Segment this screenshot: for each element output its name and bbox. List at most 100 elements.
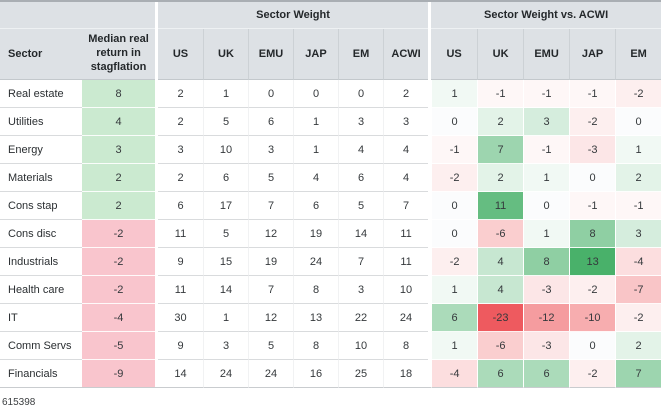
weight-cell: 7 bbox=[338, 248, 383, 276]
weight-cell: 5 bbox=[203, 108, 248, 136]
group-gap bbox=[428, 220, 432, 248]
sector-cell: Industrials bbox=[0, 248, 82, 276]
weight-cell: 7 bbox=[248, 192, 293, 220]
weight-cell: 4 bbox=[383, 164, 429, 192]
weight-cell: 10 bbox=[338, 332, 383, 360]
table-row: Financials -9 14 24 24 16 25 18 -4 6 6 -2 7 bbox=[0, 360, 661, 388]
group-gap bbox=[428, 164, 432, 192]
weight-cell: 25 bbox=[338, 360, 383, 388]
sector-weight-table: Sector Weight Sector Weight vs. ACWI Sec… bbox=[0, 0, 661, 388]
weight-cell: 14 bbox=[203, 276, 248, 304]
vs-acwi-cell: 1 bbox=[431, 80, 478, 108]
vs-acwi-cell: -1 bbox=[569, 192, 616, 220]
vs-acwi-cell: 3 bbox=[615, 220, 661, 248]
median-return-cell: -2 bbox=[82, 248, 155, 276]
sector-cell: Cons disc bbox=[0, 220, 82, 248]
vs-col-header-jap: JAP bbox=[569, 29, 616, 80]
vs-acwi-cell: -3 bbox=[569, 136, 616, 164]
median-return-cell: 2 bbox=[82, 192, 155, 220]
weight-cell: 8 bbox=[293, 332, 338, 360]
footnote: 615398 bbox=[2, 397, 36, 408]
weight-col-header-emu: EMU bbox=[248, 29, 293, 80]
vs-acwi-cell: -1 bbox=[477, 80, 524, 108]
weight-cell: 5 bbox=[248, 164, 293, 192]
weight-cell: 6 bbox=[248, 108, 293, 136]
table-row: Real estate 8 2 1 0 0 0 2 1 -1 -1 -1 -2 bbox=[0, 80, 661, 108]
vs-acwi-cell: -6 bbox=[477, 220, 524, 248]
table-row: IT -4 30 1 12 13 22 24 6 -23 -12 -10 -2 bbox=[0, 304, 661, 332]
weight-cell: 2 bbox=[158, 164, 203, 192]
vs-acwi-cell: 8 bbox=[569, 220, 616, 248]
weight-cell: 24 bbox=[293, 248, 338, 276]
weight-col-header-acwi: ACWI bbox=[383, 29, 429, 80]
weight-col-header-us: US bbox=[158, 29, 203, 80]
weight-cell: 9 bbox=[158, 332, 203, 360]
table-row: Materials 2 2 6 5 4 6 4 -2 2 1 0 2 bbox=[0, 164, 661, 192]
group-gap bbox=[155, 248, 158, 276]
group-gap bbox=[155, 192, 158, 220]
vs-acwi-cell: 6 bbox=[477, 360, 524, 388]
weight-cell: 11 bbox=[383, 248, 429, 276]
group-header-row: Sector Weight Sector Weight vs. ACWI bbox=[0, 2, 661, 29]
weight-cell: 22 bbox=[338, 304, 383, 332]
vs-acwi-cell: -3 bbox=[523, 276, 570, 304]
vs-acwi-cell: 11 bbox=[477, 192, 524, 220]
vs-acwi-cell: 7 bbox=[477, 136, 524, 164]
weight-cell: 3 bbox=[338, 276, 383, 304]
weight-cell: 5 bbox=[248, 332, 293, 360]
group-gap bbox=[428, 276, 432, 304]
group-gap bbox=[428, 192, 432, 220]
sector-column-header: Sector bbox=[0, 29, 82, 80]
vs-acwi-cell: 13 bbox=[569, 248, 616, 276]
vs-acwi-cell: 4 bbox=[477, 248, 524, 276]
vs-acwi-cell: -7 bbox=[615, 276, 661, 304]
vs-acwi-cell: 1 bbox=[615, 136, 661, 164]
group-gap bbox=[155, 136, 158, 164]
table-row: Industrials -2 9 15 19 24 7 11 -2 4 8 13 -4 bbox=[0, 248, 661, 276]
vs-acwi-cell: -2 bbox=[569, 360, 616, 388]
weight-cell: 7 bbox=[383, 192, 429, 220]
sector-cell: Utilities bbox=[0, 108, 82, 136]
group-gap bbox=[155, 304, 158, 332]
weight-cell: 2 bbox=[158, 108, 203, 136]
group-gap bbox=[155, 332, 158, 360]
vs-acwi-cell: -2 bbox=[615, 304, 661, 332]
weight-cell: 5 bbox=[338, 192, 383, 220]
vs-acwi-cell: 6 bbox=[431, 304, 478, 332]
weight-cell: 3 bbox=[248, 136, 293, 164]
group-gap bbox=[428, 108, 432, 136]
median-return-cell: -2 bbox=[82, 276, 155, 304]
weight-cell: 12 bbox=[248, 304, 293, 332]
weight-cell: 0 bbox=[248, 80, 293, 108]
weight-cell: 24 bbox=[248, 360, 293, 388]
weight-cell: 24 bbox=[203, 360, 248, 388]
vs-acwi-cell: -2 bbox=[615, 80, 661, 108]
sector-cell: Real estate bbox=[0, 80, 82, 108]
sector-cell: Comm Servs bbox=[0, 332, 82, 360]
group-gap bbox=[155, 2, 158, 29]
vs-acwi-cell: -2 bbox=[569, 108, 616, 136]
vs-acwi-cell: 0 bbox=[615, 108, 661, 136]
weight-cell: 11 bbox=[158, 220, 203, 248]
weight-cell: 6 bbox=[338, 164, 383, 192]
weight-cell: 16 bbox=[293, 360, 338, 388]
vs-acwi-cell: 3 bbox=[523, 108, 570, 136]
table-row: Comm Servs -5 9 3 5 8 10 8 1 -6 -3 0 2 bbox=[0, 332, 661, 360]
weight-cell: 0 bbox=[338, 80, 383, 108]
median-return-cell: -9 bbox=[82, 360, 155, 388]
vs-acwi-cell: -1 bbox=[431, 136, 478, 164]
weight-cell: 30 bbox=[158, 304, 203, 332]
weight-col-header-em: EM bbox=[338, 29, 383, 80]
vs-acwi-cell: 6 bbox=[523, 360, 570, 388]
weight-cell: 3 bbox=[383, 108, 429, 136]
group-gap bbox=[155, 80, 158, 108]
group-gap bbox=[155, 220, 158, 248]
sector-cell: Cons stap bbox=[0, 192, 82, 220]
group-gap bbox=[155, 360, 158, 388]
sector-weight-group-header: Sector Weight bbox=[158, 2, 429, 29]
group-gap bbox=[155, 108, 158, 136]
weight-cell: 10 bbox=[203, 136, 248, 164]
group-gap bbox=[428, 332, 432, 360]
vs-acwi-cell: 2 bbox=[477, 164, 524, 192]
